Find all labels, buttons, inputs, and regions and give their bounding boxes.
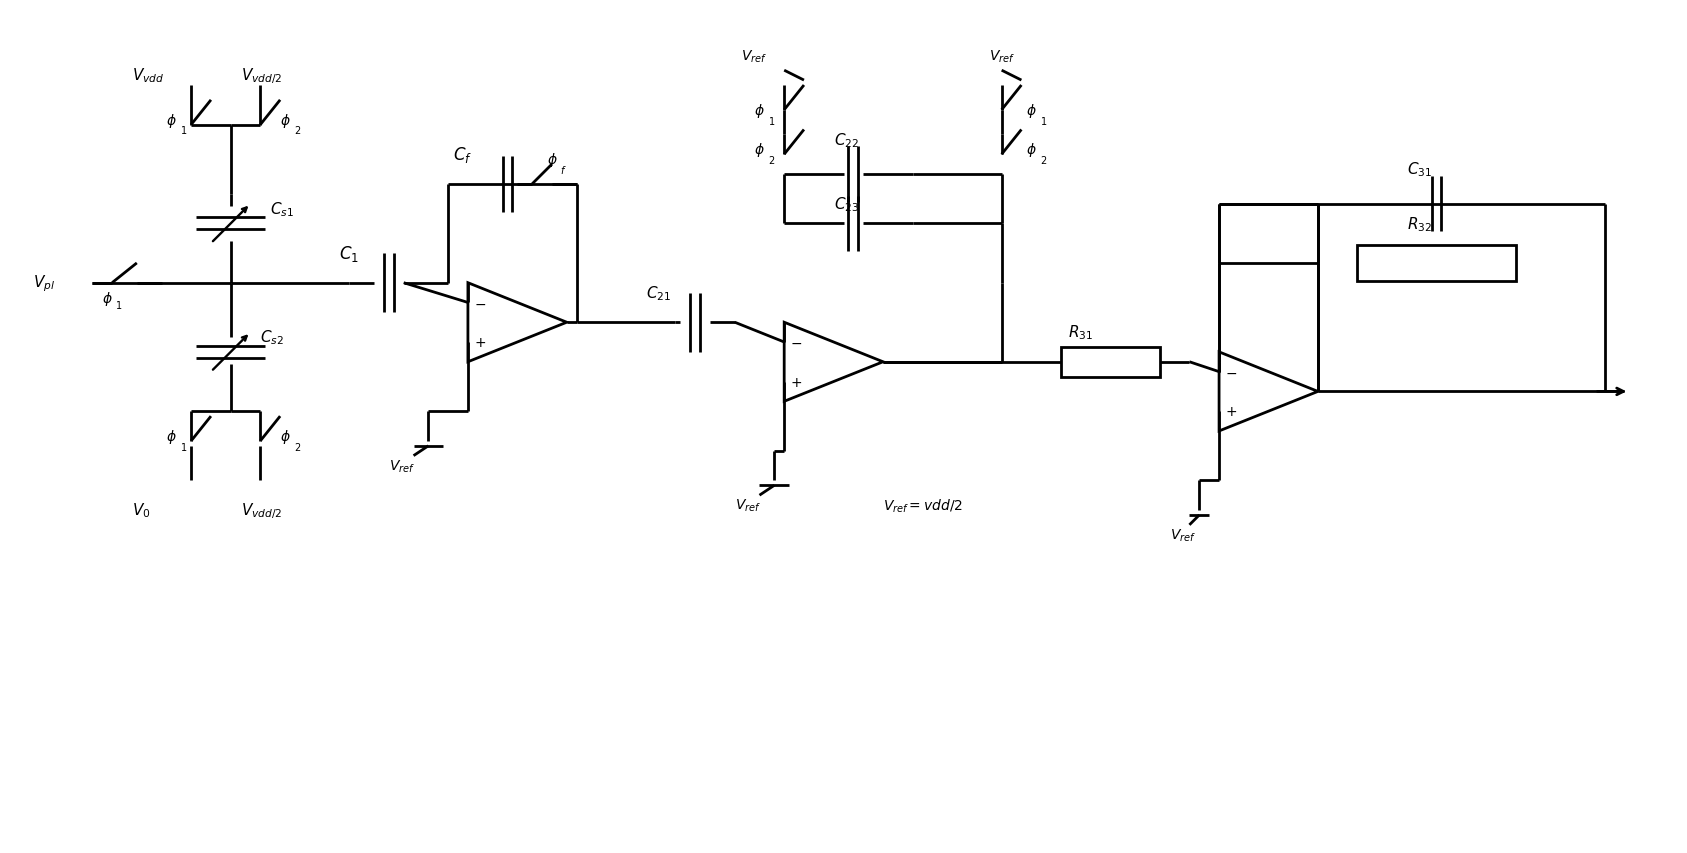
Text: $C_{31}$: $C_{31}$: [1407, 160, 1432, 179]
Text: $\phi$: $\phi$: [754, 141, 764, 159]
Text: $-$: $-$: [790, 335, 801, 350]
Text: $\phi$: $\phi$: [280, 427, 290, 445]
Text: $V_0$: $V_0$: [132, 501, 150, 519]
Text: $-$: $-$: [1225, 365, 1237, 380]
Text: $2$: $2$: [294, 125, 302, 136]
Bar: [1358, 246, 1515, 281]
Text: $+$: $+$: [1225, 404, 1237, 419]
Text: $f$: $f$: [560, 164, 567, 176]
Text: $\phi$: $\phi$: [754, 102, 764, 119]
Text: $1$: $1$: [1039, 114, 1046, 126]
Bar: [1061, 347, 1159, 377]
Text: $\phi$: $\phi$: [1026, 102, 1036, 119]
Text: $R_{31}$: $R_{31}$: [1068, 323, 1093, 342]
Text: $2$: $2$: [768, 154, 774, 166]
Text: $C_f$: $C_f$: [454, 145, 472, 165]
Text: $1$: $1$: [179, 125, 187, 136]
Text: $V_{ref}$: $V_{ref}$: [736, 497, 761, 514]
Text: $C_1$: $C_1$: [339, 244, 359, 264]
Text: $C_{21}$: $C_{21}$: [646, 284, 671, 303]
Text: $+$: $+$: [474, 335, 486, 350]
Text: $\phi$: $\phi$: [165, 427, 177, 445]
Text: $C_{s2}$: $C_{s2}$: [260, 328, 283, 347]
Text: $V_{ref}$: $V_{ref}$: [989, 48, 1014, 65]
Text: $+$: $+$: [790, 375, 801, 389]
Text: $C_{23}$: $C_{23}$: [833, 195, 859, 214]
Text: $R_{32}$: $R_{32}$: [1407, 215, 1432, 234]
Text: $V_{vdd}$: $V_{vdd}$: [132, 67, 164, 85]
Text: $-$: $-$: [474, 296, 486, 310]
Text: $V_{ref}$: $V_{ref}$: [742, 48, 768, 65]
Text: $C_{22}$: $C_{22}$: [833, 131, 859, 149]
Text: $2$: $2$: [1039, 154, 1046, 166]
Text: $\phi$: $\phi$: [101, 289, 113, 307]
Text: $1$: $1$: [115, 299, 123, 311]
Text: $V_{ref}$: $V_{ref}$: [388, 458, 415, 474]
Text: $2$: $2$: [294, 440, 302, 452]
Text: $C_{s1}$: $C_{s1}$: [270, 200, 294, 218]
Text: $\phi$: $\phi$: [547, 151, 557, 169]
Text: $V_{pl}$: $V_{pl}$: [34, 273, 56, 293]
Text: $V_{vdd/2}$: $V_{vdd/2}$: [241, 501, 282, 520]
Text: $1$: $1$: [768, 114, 774, 126]
Text: $V_{ref}$: $V_{ref}$: [1169, 527, 1196, 543]
Text: $V_{vdd/2}$: $V_{vdd/2}$: [241, 66, 282, 86]
Text: $\phi$: $\phi$: [165, 112, 177, 130]
Text: $V_{ref} = vdd/2$: $V_{ref} = vdd/2$: [882, 496, 963, 514]
Text: $1$: $1$: [179, 440, 187, 452]
Text: $\phi$: $\phi$: [1026, 141, 1036, 159]
Text: $\phi$: $\phi$: [280, 112, 290, 130]
